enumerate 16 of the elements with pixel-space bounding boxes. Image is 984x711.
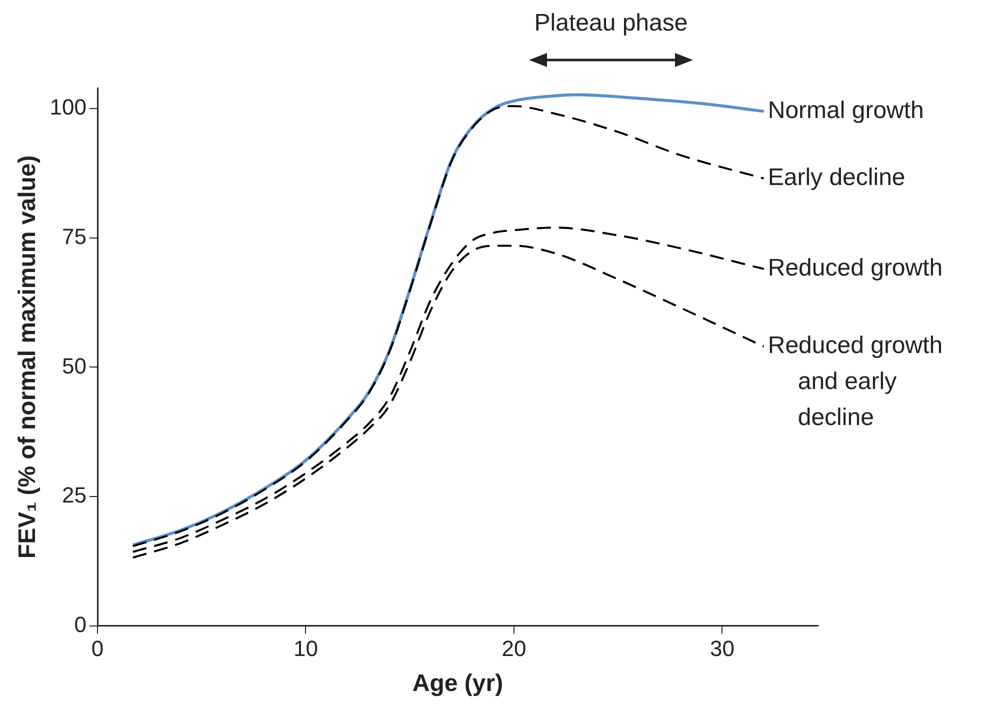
x-tick-label: 30: [710, 636, 734, 662]
y-axis-title: FEV₁ (% of normal maximum value): [14, 155, 42, 559]
y-tick-label: 50: [62, 353, 87, 378]
text: Plateau phase: [534, 10, 688, 37]
y-tick-label: 75: [62, 224, 87, 250]
series-label: Reduced growth: [768, 254, 943, 282]
series-label: Reduced growth and early decline: [768, 332, 943, 432]
x-tick-label: 10: [294, 636, 318, 662]
y-tick-label: 0: [74, 612, 87, 637]
series-label: Early decline: [768, 164, 906, 192]
x-axis-title: Age (yr): [412, 670, 504, 698]
y-tick-label: 25: [62, 482, 87, 508]
x-tick-label: 0: [91, 636, 104, 662]
x-tick-label: 20: [502, 636, 526, 662]
y-tick-label: 100: [50, 94, 87, 120]
series-label: Normal growth: [768, 96, 924, 124]
